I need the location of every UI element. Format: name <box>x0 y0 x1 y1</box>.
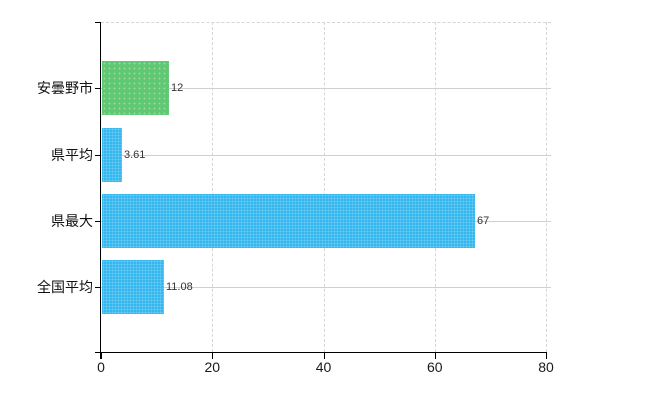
gridline-vertical <box>434 22 436 352</box>
plot-top-border <box>101 22 551 23</box>
bar <box>102 260 164 314</box>
x-tick-label: 80 <box>538 359 554 375</box>
x-axis-tick <box>323 352 325 359</box>
x-tick-label: 0 <box>97 359 105 375</box>
y-axis-line <box>100 22 101 359</box>
value-label: 3.61 <box>124 149 146 161</box>
y-axis-tick <box>95 221 101 222</box>
value-label: 11.08 <box>166 281 193 293</box>
y-axis-tick <box>95 22 101 23</box>
category-label: 全国平均 <box>37 279 93 295</box>
x-axis-tick <box>434 352 436 359</box>
x-axis-tick <box>546 352 547 359</box>
gridline-horizontal <box>101 287 551 288</box>
bar <box>102 194 475 248</box>
bar <box>102 61 169 115</box>
y-axis-tick <box>95 287 101 288</box>
gridline-vertical <box>546 22 547 352</box>
category-label: 安曇野市 <box>37 80 93 96</box>
x-tick-label: 20 <box>204 359 221 375</box>
bar <box>102 128 122 182</box>
value-label: 67 <box>477 215 490 227</box>
gridline-vertical <box>212 22 214 352</box>
x-axis-line <box>95 352 547 353</box>
y-axis-tick <box>95 88 101 89</box>
y-axis-tick <box>95 155 101 156</box>
value-label: 12 <box>171 82 184 94</box>
x-axis-tick <box>212 352 214 359</box>
category-label: 県平均 <box>51 147 93 163</box>
gridline-horizontal <box>101 155 551 156</box>
category-label: 県最大 <box>51 213 93 229</box>
x-tick-label: 40 <box>315 359 332 375</box>
gridline-vertical <box>323 22 325 352</box>
x-tick-label: 60 <box>426 359 443 375</box>
gridline-horizontal <box>101 88 551 89</box>
x-axis-tick <box>101 352 102 359</box>
